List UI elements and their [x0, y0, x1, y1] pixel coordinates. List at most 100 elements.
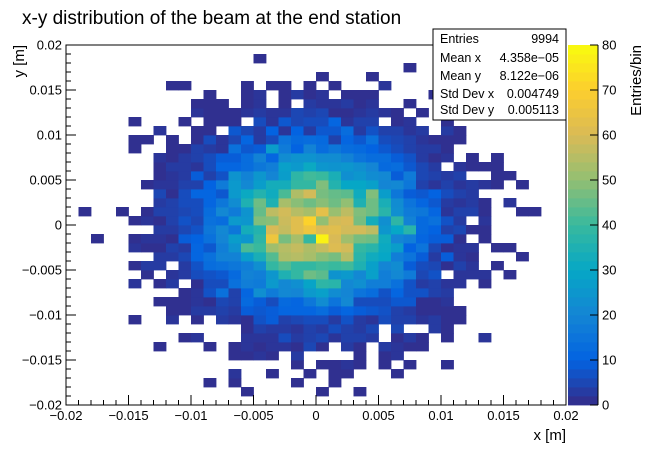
histogram-bin	[178, 117, 192, 127]
histogram-bin	[178, 306, 192, 316]
histogram-bin	[441, 288, 454, 298]
color-scale-band	[568, 297, 598, 307]
histogram-bin	[166, 243, 179, 253]
histogram-bin	[453, 234, 467, 244]
y-tick-label: 0.005	[29, 173, 62, 188]
histogram-bin	[428, 288, 442, 298]
histogram-bin	[191, 297, 204, 307]
histogram-bin	[178, 243, 192, 253]
histogram-bin	[366, 171, 379, 181]
histogram-bin	[291, 279, 304, 289]
histogram-bin	[316, 342, 329, 352]
histogram-bin	[216, 225, 229, 235]
histogram-bin	[266, 315, 279, 325]
histogram-bin	[316, 306, 329, 316]
histogram-bin	[241, 90, 254, 100]
histogram-bin	[341, 99, 354, 109]
histogram-bin	[291, 324, 304, 334]
y-axis-label: y [m]	[11, 45, 28, 78]
histogram-bin	[466, 189, 479, 199]
histogram-bin	[353, 153, 367, 163]
histogram-bin	[278, 324, 292, 334]
histogram-bin	[391, 180, 404, 190]
histogram-bin	[391, 144, 404, 154]
histogram-bin	[453, 207, 467, 217]
histogram-bin	[328, 270, 342, 280]
histogram-bin	[403, 243, 417, 253]
histogram-bin	[203, 153, 217, 163]
histogram-bin	[241, 225, 254, 235]
histogram-bin	[391, 243, 404, 253]
histogram-bin	[353, 117, 367, 127]
x-tick-label: −0.01	[175, 408, 208, 423]
color-scale-band	[568, 90, 598, 100]
histogram-bin	[253, 99, 267, 109]
histogram-bin	[328, 234, 342, 244]
histogram-bin	[478, 162, 492, 172]
histogram-bin	[166, 234, 179, 244]
stats-mean-x-value: 4.358e−05	[500, 51, 559, 65]
histogram-bin	[266, 108, 279, 118]
histogram-bin	[216, 198, 229, 208]
histogram-bin	[166, 171, 179, 181]
histogram-bin	[378, 135, 392, 145]
histogram-bin	[391, 279, 404, 289]
histogram-bin	[291, 108, 304, 118]
histogram-bin	[428, 297, 442, 307]
histogram-bin	[241, 306, 254, 316]
histogram-bin	[191, 252, 204, 262]
color-scale-band	[568, 81, 598, 91]
histogram-bin	[303, 234, 317, 244]
histogram-bin	[203, 171, 217, 181]
histogram-bin	[303, 144, 317, 154]
histogram-bin	[353, 207, 367, 217]
z-tick-label: 80	[602, 38, 616, 53]
histogram-bin	[266, 351, 279, 361]
histogram-bin	[178, 162, 192, 172]
y-tick-label: 0	[55, 218, 62, 233]
histogram-bin	[466, 153, 479, 163]
histogram-bin	[278, 90, 292, 100]
histogram-bin	[416, 198, 429, 208]
histogram-bin	[316, 315, 329, 325]
histogram-bin	[191, 180, 204, 190]
histogram-bin	[441, 117, 454, 127]
histogram-bin	[266, 333, 279, 343]
histogram-bin	[403, 153, 417, 163]
histogram-bin	[153, 234, 167, 244]
histogram-bin	[291, 189, 304, 199]
z-tick-label: 10	[602, 353, 616, 368]
histogram-bin	[378, 108, 392, 118]
color-scale-band	[568, 216, 598, 226]
histogram-bin	[241, 180, 254, 190]
histogram-bin	[203, 135, 217, 145]
histogram-bin	[341, 180, 354, 190]
histogram-bin	[328, 297, 342, 307]
histogram-bin	[241, 261, 254, 271]
histogram-bin	[278, 297, 292, 307]
histogram-bin	[303, 198, 317, 208]
histogram-bin	[241, 243, 254, 253]
histogram-bin	[178, 198, 192, 208]
histogram-bin	[241, 153, 254, 163]
histogram-bin	[191, 279, 204, 289]
stats-entries-label: Entries	[440, 32, 479, 46]
histogram-bin	[266, 135, 279, 145]
histogram-bin	[303, 324, 317, 334]
histogram-bin	[316, 207, 329, 217]
histogram-bin	[216, 99, 229, 109]
histogram-bin	[366, 261, 379, 271]
histogram-bin	[253, 198, 267, 208]
histogram-bin	[216, 288, 229, 298]
histogram-bin	[428, 252, 442, 262]
histogram-bin	[441, 234, 454, 244]
histogram-bin	[253, 342, 267, 352]
histogram-bin	[416, 171, 429, 181]
histogram-bin	[203, 90, 217, 100]
histogram-bin	[253, 288, 267, 298]
histogram-bin	[466, 270, 479, 280]
histogram-bin	[341, 153, 354, 163]
histogram-bin	[453, 225, 467, 235]
histogram-bin	[191, 162, 204, 172]
histogram-bin	[403, 117, 417, 127]
